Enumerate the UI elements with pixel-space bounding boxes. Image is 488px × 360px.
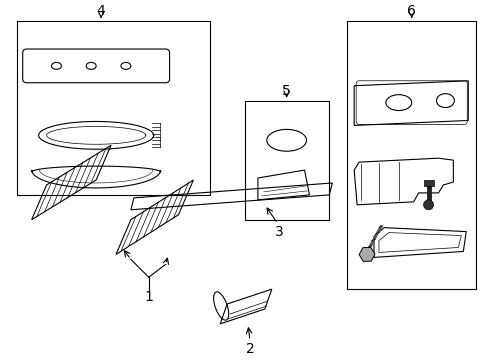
Text: 1: 1 — [144, 290, 153, 304]
Text: 3: 3 — [275, 225, 284, 239]
Bar — [244, 100, 328, 220]
Bar — [346, 21, 475, 289]
Bar — [17, 21, 210, 195]
Bar — [423, 180, 433, 186]
Text: 2: 2 — [245, 342, 254, 356]
Text: 6: 6 — [407, 4, 415, 18]
Circle shape — [423, 200, 433, 210]
Text: 5: 5 — [282, 84, 290, 98]
Text: 4: 4 — [97, 4, 105, 18]
